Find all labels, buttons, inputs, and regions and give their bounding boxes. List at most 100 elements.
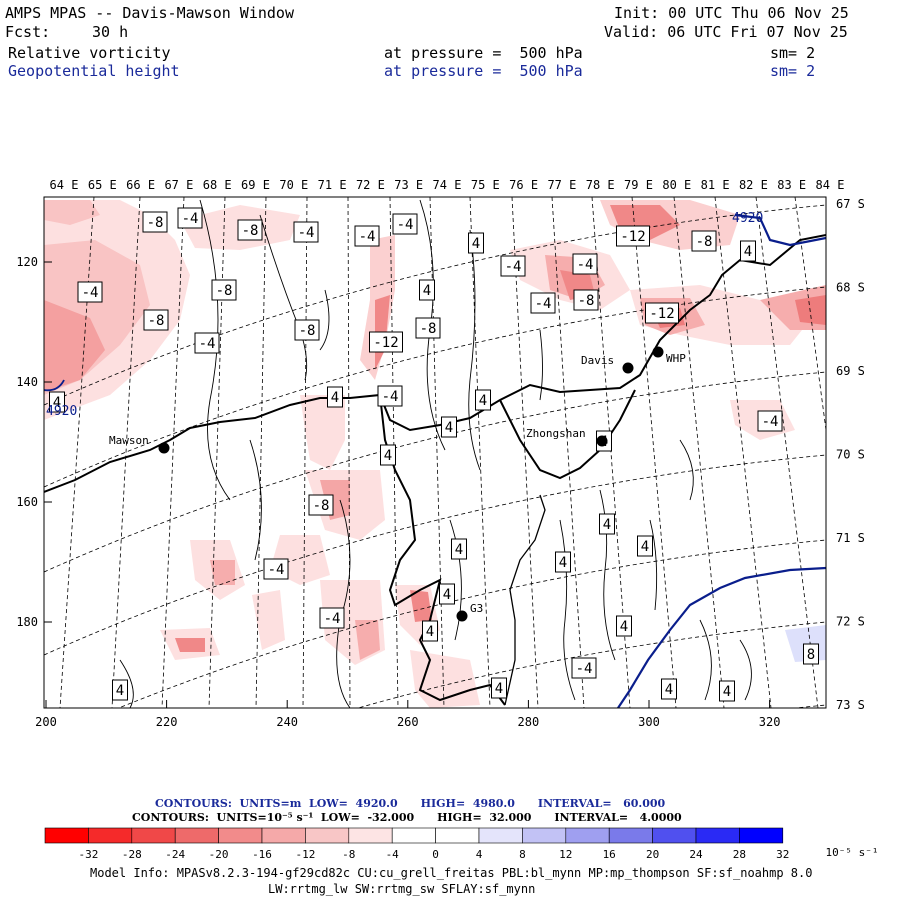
y-tick-label: 180 xyxy=(16,615,38,629)
colorbar-tick: 0 xyxy=(432,848,439,861)
vorticity-label: -4 xyxy=(177,207,203,229)
vorticity-label: 4 xyxy=(451,538,467,560)
station-zhongshan: Zhongshan xyxy=(526,427,608,447)
colorbar-swatch xyxy=(305,827,350,844)
contour-line xyxy=(739,639,752,701)
field2-level: at pressure = 500 hPa xyxy=(384,62,583,80)
lon-label: 83 E xyxy=(777,178,806,192)
svg-text:-4: -4 xyxy=(199,336,216,352)
meridian xyxy=(794,197,826,433)
contour-line xyxy=(249,439,262,561)
colorbar-tick: -24 xyxy=(165,848,185,861)
vorticity-label: 4 xyxy=(422,620,438,642)
parallel xyxy=(44,454,826,656)
lon-label: 64 E xyxy=(50,178,79,192)
colorbar-swatch xyxy=(174,827,219,844)
height-label-west: 4920 xyxy=(46,404,77,419)
vorticity-label: -4 xyxy=(392,213,418,235)
parallel xyxy=(792,704,826,708)
colorbar-swatch xyxy=(478,827,523,844)
vorticity-label: -4 xyxy=(293,221,319,243)
lat-label: 70 S xyxy=(836,448,865,462)
svg-text:4: 4 xyxy=(665,682,673,698)
vorticity-label: -4 xyxy=(500,255,526,277)
vorticity-shading xyxy=(44,200,826,708)
contour-line xyxy=(319,289,330,351)
svg-text:-4: -4 xyxy=(397,217,414,233)
vorticity-label: 4 xyxy=(661,678,677,700)
valid-time: Valid: 06 UTC Fri 07 Nov 25 xyxy=(604,23,848,41)
colorbar-swatch xyxy=(261,827,306,844)
svg-text:-8: -8 xyxy=(148,313,165,329)
contour-line xyxy=(649,519,658,611)
colorbar: -32 -28 -24 -20 -16 -12 -8 -4 0 4 8 12 16 20 24 28 32 10⁻… xyxy=(44,827,878,861)
contour-line xyxy=(699,619,712,701)
svg-text:-8: -8 xyxy=(313,498,330,514)
svg-text:-4: -4 xyxy=(82,285,99,301)
svg-text:-8: -8 xyxy=(420,321,437,337)
colorbar-swatch xyxy=(608,827,653,844)
svg-text:-8: -8 xyxy=(242,223,259,239)
vorticity-label: 4 xyxy=(599,513,615,535)
init-time: Init: 00 UTC Thu 06 Nov 25 xyxy=(614,4,849,22)
field1-smoothing: sm= 2 xyxy=(770,44,816,62)
model-info: Model Info: MPASv8.2.3-194-gf29cd82c CU:… xyxy=(90,866,813,880)
x-tick-label: 300 xyxy=(638,715,660,729)
lon-label: 73 E xyxy=(394,178,423,192)
height-contour-4920-west xyxy=(44,379,65,392)
y-tick-label: 160 xyxy=(16,495,38,509)
lon-label: 71 E xyxy=(318,178,347,192)
coast-segment xyxy=(504,494,546,706)
lon-label: 72 E xyxy=(356,178,385,192)
colorbar-swatch xyxy=(739,827,784,844)
lon-label: 84 E xyxy=(816,178,845,192)
x-tick-label: 280 xyxy=(518,715,540,729)
lon-label: 69 E xyxy=(241,178,270,192)
vorticity-label: 4 xyxy=(49,391,65,413)
svg-text:-4: -4 xyxy=(505,259,522,275)
svg-text:4: 4 xyxy=(603,517,611,533)
colorbar-tick: -4 xyxy=(386,848,400,861)
lon-label: 68 E xyxy=(203,178,232,192)
svg-text:Mawson: Mawson xyxy=(109,434,149,447)
vorticity-label: -4 xyxy=(572,253,598,275)
vorticity-label: -12 xyxy=(616,225,650,247)
contour-line xyxy=(468,229,481,471)
parallel xyxy=(44,204,826,406)
colorbar-tick: -16 xyxy=(252,848,272,861)
lat-label: 69 S xyxy=(836,364,865,378)
station-whp: WHP xyxy=(652,346,686,365)
contour-line xyxy=(539,329,543,401)
svg-text:-4: -4 xyxy=(298,225,315,241)
lon-label: 79 E xyxy=(624,178,653,192)
vorticity-label: -4 xyxy=(77,281,103,303)
svg-text:-8: -8 xyxy=(696,234,713,250)
vorticity-label: 8 xyxy=(803,643,819,665)
y-tick-label: 120 xyxy=(16,255,38,269)
vorticity-label: -8 xyxy=(211,279,237,301)
svg-text:4: 4 xyxy=(559,555,567,571)
colorbar-tick: 8 xyxy=(519,848,526,861)
svg-text:-4: -4 xyxy=(182,211,199,227)
colorbar-tick: 28 xyxy=(733,848,746,861)
lat-label: 72 S xyxy=(836,615,865,629)
lat-label: 71 S xyxy=(836,531,865,545)
svg-text:-4: -4 xyxy=(359,229,376,245)
vorticity-label: -8 xyxy=(237,219,263,241)
svg-text:Davis: Davis xyxy=(581,354,614,367)
svg-text:4: 4 xyxy=(723,684,731,700)
colorbar-swatch xyxy=(44,827,89,844)
vorticity-label: 4 xyxy=(719,680,735,702)
map-panel: -8 -4 -8 -4 -4 -4 4 -4 -12 -8 -4 -8 -8 -4 -8 -12 -4 -8 -4 4… xyxy=(16,178,865,729)
svg-text:-4: -4 xyxy=(576,661,593,677)
lon-label: 65 E xyxy=(88,178,117,192)
svg-text:-4: -4 xyxy=(324,611,341,627)
vorticity-label: -4 xyxy=(263,558,289,580)
svg-text:4: 4 xyxy=(426,624,434,640)
svg-text:4: 4 xyxy=(744,244,752,260)
vorticity-label: -4 xyxy=(571,657,597,679)
vorticity-contour-info: CONTOURS: UNITS=10⁻⁵ s⁻¹ LOW= -32.000 HI… xyxy=(132,811,682,824)
lon-label: 81 E xyxy=(701,178,730,192)
contour-line xyxy=(119,659,134,708)
meridian xyxy=(673,197,725,708)
